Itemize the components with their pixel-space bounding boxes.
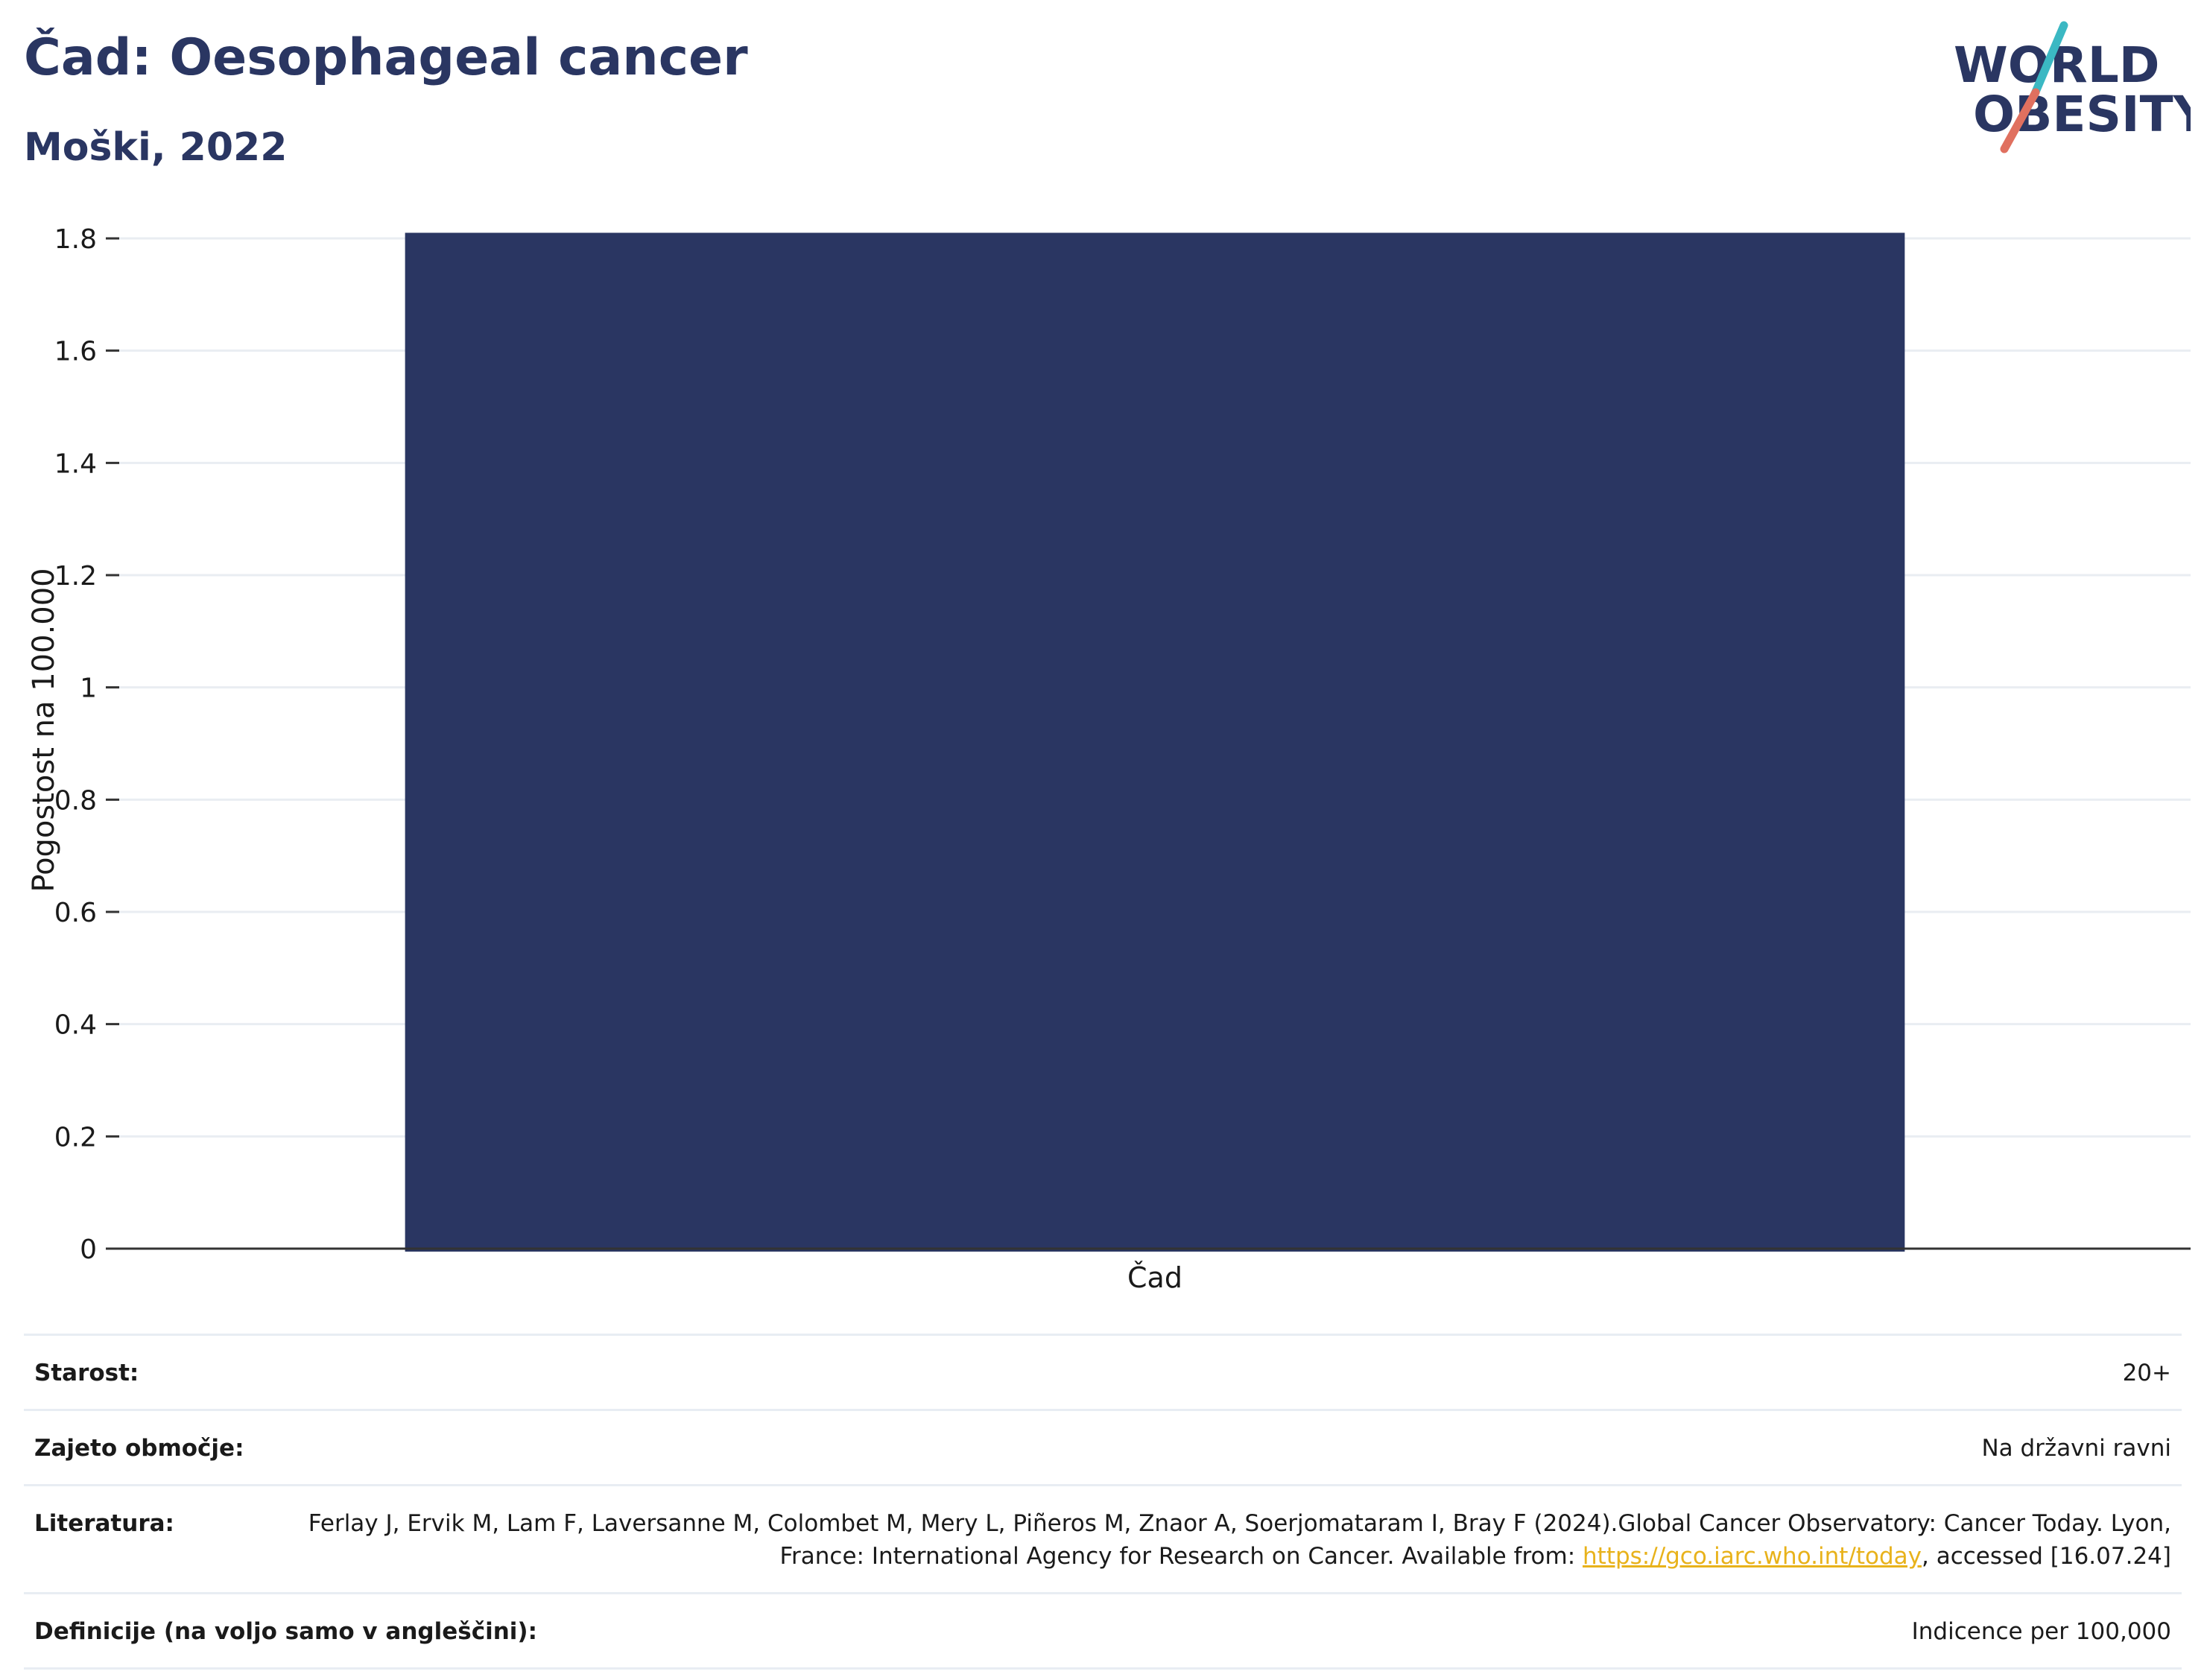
meta-age-value: 20+ [2122,1360,2171,1386]
meta-reference-text: Ferlay J, Ervik M, Lam F, Laversanne M, … [308,1510,2171,1570]
world-obesity-logo: WORLD OBESITY [1954,21,2191,153]
y-tick-labels: 0 0.2 0.4 0.6 0.8 1 1.2 1.4 1.6 1.8 [54,224,119,1265]
x-tick-label: Čad [1127,1261,1182,1294]
y-tick-label: 0.2 [54,1122,97,1153]
logo-slash-coral [2000,88,2040,153]
y-tick-label: 1.8 [54,224,97,255]
meta-definitions-label: Definicije (na voljo samo v angleščini): [34,1618,537,1645]
y-tick-label: 0.8 [54,785,97,816]
logo-text-obesity: OBESITY [1973,86,2191,143]
meta-reference-suffix: , accessed [16.07.24] [1921,1543,2171,1570]
y-tick-label: 0 [80,1234,97,1265]
page-subtitle: Moški, 2022 [24,125,288,170]
logo-slash-teal [2030,21,2068,100]
meta-row-coverage: Zajeto območje: Na državni ravni [24,1409,2182,1484]
bars [405,232,1905,1252]
metadata-table: Starost: 20+ Zajeto območje: Na državni … [24,1334,2182,1670]
meta-coverage-value: Na državni ravni [1981,1435,2171,1462]
y-tick-label: 0.4 [54,1010,97,1041]
meta-reference-label: Literatura: [34,1510,174,1537]
y-tick-label: 0.6 [54,898,97,928]
meta-coverage-label: Zajeto območje: [34,1435,244,1462]
y-tick-label: 1 [80,673,97,704]
meta-row-definitions: Definicije (na voljo samo v angleščini):… [24,1592,2182,1670]
meta-definitions-value: Indicence per 100,000 [1911,1618,2171,1645]
y-tick-label: 1.6 [54,337,97,367]
y-tick-label: 1.4 [54,448,97,479]
meta-age-label: Starost: [34,1360,139,1386]
meta-row-age: Starost: 20+ [24,1334,2182,1409]
y-tick-label: 1.2 [54,561,97,592]
reference-link[interactable]: https://gco.iarc.who.int/today [1583,1543,1922,1570]
bar-chart: 0 0.2 0.4 0.6 0.8 1 1.2 1.4 1.6 1.8 Čad Pogostost… [27,224,2191,1294]
meta-reference-value: Ferlay J, Ervik M, Lam F, Laversanne M, … [234,1507,2171,1573]
page-title: Čad: Oesophageal cancer [24,28,748,87]
bar[interactable] [405,232,1905,1252]
meta-row-reference: Literatura: Ferlay J, Ervik M, Lam F, La… [24,1484,2182,1592]
y-axis-title: Pogostost na 100.000 [27,568,61,892]
x-tick-labels: Čad [1127,1261,1182,1294]
